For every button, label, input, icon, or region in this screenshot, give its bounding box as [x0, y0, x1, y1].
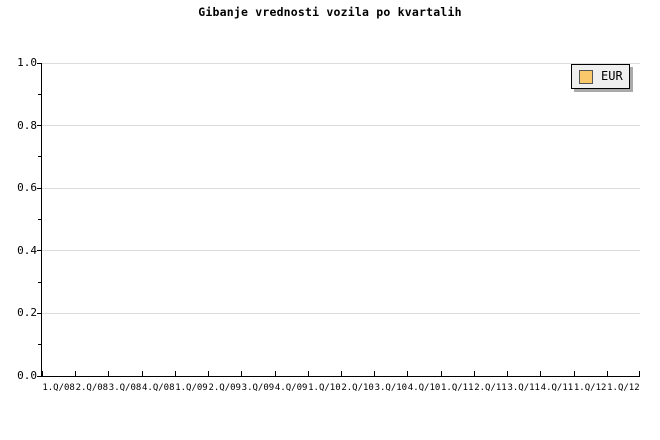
x-tick — [374, 371, 376, 376]
x-tick — [540, 371, 542, 376]
x-axis-label: 1.Q/11 — [441, 383, 474, 393]
x-tick — [42, 371, 43, 376]
x-tick — [407, 371, 409, 376]
y-tick — [37, 62, 42, 64]
x-axis-label: 4.Q/09 — [274, 383, 308, 393]
y-tick — [37, 250, 42, 252]
x-axis-label: 3.Q/11 — [507, 383, 540, 393]
x-axis-label: 1.Q/10 — [308, 383, 341, 393]
y-axis-label: 0.0 — [17, 369, 37, 382]
x-axis-label: 3.Q/08 — [108, 383, 142, 393]
plot-area: 0.0 0.2 0.4 0.6 0.8 1.0 1.Q/08 2.Q/08 3.Q/08 4.Q/… — [17, 57, 640, 393]
y-minor-tick — [38, 281, 42, 283]
x-tick — [507, 371, 509, 376]
x-tick — [75, 371, 77, 376]
x-axis-label: 2.Q/08 — [75, 383, 109, 393]
x-axis-label: 4.Q/10 — [407, 383, 441, 393]
gridline — [42, 62, 640, 64]
x-tick — [208, 371, 210, 376]
x-tick — [341, 371, 342, 376]
x-axis-label: 2.Q/10 — [341, 383, 374, 393]
gridline — [42, 187, 640, 189]
y-minor-tick — [38, 344, 42, 346]
x-axis-label: 3.Q/09 — [241, 383, 275, 393]
gridline — [42, 312, 640, 314]
x-axis-label: 1.Q/08 — [42, 383, 75, 393]
x-axis-label: 1.Q/12 — [607, 383, 640, 393]
y-tick — [37, 125, 42, 127]
legend: EUR — [571, 64, 630, 89]
y-axis-label: 0.6 — [17, 181, 37, 195]
x-tick — [573, 371, 575, 376]
x-tick — [241, 371, 243, 376]
x-tick — [307, 371, 309, 376]
x-tick — [274, 371, 276, 376]
x-tick — [473, 371, 475, 376]
y-tick — [37, 312, 42, 314]
y-tick — [37, 187, 42, 189]
x-tick — [440, 371, 442, 376]
legend-label-eur: EUR — [601, 69, 623, 83]
y-axis-label: 0.4 — [17, 243, 37, 257]
y-axis-label: 0.2 — [17, 306, 37, 320]
x-tick — [639, 371, 640, 376]
y-axis-label: 0.8 — [17, 118, 37, 132]
x-tick — [174, 371, 176, 376]
y-minor-tick — [38, 156, 42, 158]
x-axis-label: 1.Q/09 — [175, 383, 208, 393]
x-axis-label: 2.Q/11 — [474, 383, 507, 393]
legend-swatch-eur — [579, 69, 593, 84]
x-axis-label: 1.Q/12 — [573, 383, 607, 393]
x-axis-label: 3.Q/10 — [374, 383, 408, 393]
x-tick — [141, 371, 143, 376]
gridline — [42, 125, 640, 127]
chart-title: Gibanje vrednosti vozila po kvartalih — [198, 5, 462, 19]
x-tick — [606, 371, 608, 376]
x-axis-label: 4.Q/08 — [142, 383, 175, 393]
y-tick — [37, 375, 42, 377]
x-axis-label: 4.Q/11 — [540, 383, 574, 393]
y-minor-tick — [38, 219, 42, 220]
x-axis-label: 2.Q/09 — [208, 383, 241, 393]
y-axis-label: 1.0 — [17, 56, 37, 69]
y-minor-tick — [38, 93, 42, 95]
x-tick — [108, 371, 110, 376]
gridline — [42, 250, 640, 252]
